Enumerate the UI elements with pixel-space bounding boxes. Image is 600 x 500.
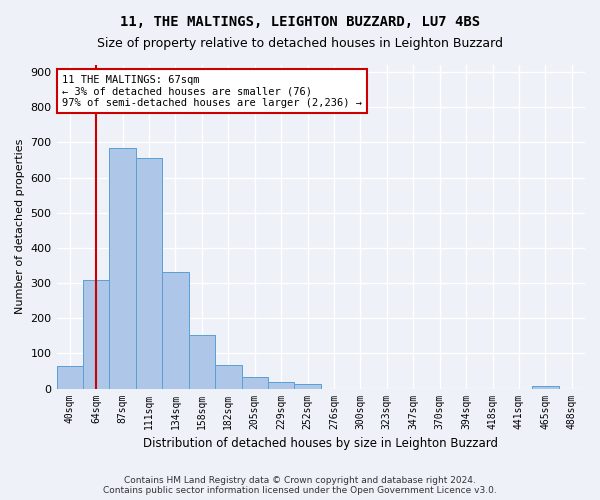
Text: Size of property relative to detached houses in Leighton Buzzard: Size of property relative to detached ho…: [97, 38, 503, 51]
Bar: [242, 377, 268, 388]
Text: 11, THE MALTINGS, LEIGHTON BUZZARD, LU7 4BS: 11, THE MALTINGS, LEIGHTON BUZZARD, LU7 …: [120, 15, 480, 29]
Bar: [295, 384, 321, 388]
Bar: [162, 272, 188, 388]
Text: 11 THE MALTINGS: 67sqm
← 3% of detached houses are smaller (76)
97% of semi-deta: 11 THE MALTINGS: 67sqm ← 3% of detached …: [62, 74, 362, 108]
Bar: [188, 335, 215, 388]
Bar: [215, 364, 242, 388]
Y-axis label: Number of detached properties: Number of detached properties: [15, 139, 25, 314]
Bar: [268, 382, 295, 388]
Text: Contains HM Land Registry data © Crown copyright and database right 2024.
Contai: Contains HM Land Registry data © Crown c…: [103, 476, 497, 495]
X-axis label: Distribution of detached houses by size in Leighton Buzzard: Distribution of detached houses by size …: [143, 437, 498, 450]
Bar: [532, 386, 559, 388]
Bar: [136, 158, 162, 388]
Bar: [56, 366, 83, 388]
Bar: [83, 280, 109, 388]
Bar: [109, 148, 136, 388]
